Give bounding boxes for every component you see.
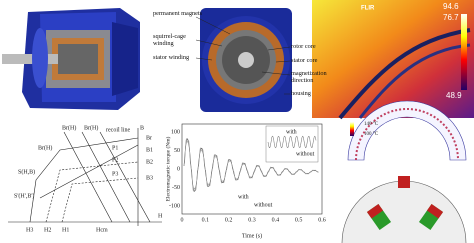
x-tick-label: 0.5: [295, 217, 303, 223]
x-tick-label: 0.4: [272, 217, 280, 223]
x-tick-label: 0.6: [318, 217, 326, 223]
y-tick-label: -100: [169, 203, 180, 209]
motor-cutaway-rect: [58, 44, 98, 74]
bh-diagram-line: [63, 131, 113, 223]
part-label: permanent magnets: [153, 10, 203, 17]
temp-legend: 140 °C: [364, 122, 379, 127]
motor-cross-section-g-line: [195, 57, 213, 61]
thermal-reading: 76.7: [443, 13, 459, 22]
thermal-reading: 48.9: [446, 91, 462, 100]
torque-wave-alt: [183, 138, 319, 193]
lamination-path: [347, 100, 467, 161]
point-label: S(H,B): [18, 168, 35, 175]
torque-plot-rect: [181, 123, 323, 215]
h-level: H1: [62, 227, 69, 233]
thermal-image: [312, 0, 474, 120]
lamination-path: [355, 108, 459, 161]
x-tick-label: 0.3: [248, 217, 256, 223]
h-level: H2: [44, 227, 51, 233]
torque-plot-g: 0 0.1 0.2 0.3 0.4 0.5 0.6: [181, 217, 326, 223]
legend-label: without: [254, 202, 273, 208]
thermal-image-rect: [312, 0, 474, 118]
y-tick-label: 50: [174, 148, 180, 154]
lamination-rect: [350, 122, 354, 136]
inset-wave: [267, 135, 317, 149]
motor-cutaway-rect: [2, 54, 58, 64]
legend-label: with: [286, 129, 297, 135]
torque-plot-g: 100 50 0 -50 -100: [169, 129, 180, 209]
point-label: P3: [112, 171, 118, 177]
thermal-image-path: [358, 43, 471, 119]
point-label: P1: [112, 145, 118, 151]
torque-plot: 0 0.1 0.2 0.3 0.4 0.5 0.6 100 50 0 -50 -100: [169, 123, 326, 223]
y-tick-label: -50: [172, 185, 180, 191]
axis-label: H: [158, 213, 163, 219]
point-label: S'(H',B'): [14, 192, 34, 199]
thermal-reading: 94.6: [443, 2, 459, 11]
part-label: squirrel-cage winding: [153, 33, 186, 47]
x-tick-label: 0: [181, 217, 184, 223]
motor-cross-section-g-line: [267, 46, 291, 51]
motor-cross-section-g-line: [195, 16, 231, 35]
bh-diagram-line: [39, 144, 139, 199]
motor-cross-section-circle: [238, 52, 254, 68]
part-label: magnetization direction: [291, 70, 327, 84]
b-level: B3: [146, 175, 153, 181]
part-label: housing: [291, 90, 311, 97]
legend-label: with: [238, 194, 249, 200]
y-axis-label: Electromagnetic torque (Nm): [164, 136, 171, 201]
y-tick-label: 0: [177, 166, 180, 172]
x-tick-label: 0.2: [225, 217, 233, 223]
x-axis-label: Time (s): [242, 232, 262, 239]
b-level: Br: [146, 135, 152, 141]
motor-cross-section-g-line: [261, 71, 291, 76]
motor-cross-section: [195, 8, 292, 112]
curve-label: Br(H): [62, 124, 76, 131]
motor-cross-section-g-line: [275, 60, 291, 63]
point-label: P2: [112, 157, 118, 163]
torque-plot-rect: [265, 125, 319, 163]
curve-label: Br(H): [38, 144, 52, 151]
temp-legend: 100 °C: [364, 132, 379, 137]
bh-diagram-path: [45, 161, 139, 223]
motor-cutaway: [0, 0, 150, 118]
motor-cross-section-g-line: [195, 39, 223, 47]
thermal-image-rect: [461, 14, 467, 90]
recoil-label: recoil line: [106, 127, 130, 133]
y-tick-label: 100: [171, 129, 180, 135]
bh-diagram-path: [61, 177, 139, 223]
h-level: Hcm: [96, 227, 108, 233]
lamination-rect: [366, 203, 384, 219]
thermal-image-path: [338, 28, 471, 120]
bh-diagram-line: [81, 131, 131, 223]
x-tick-label: 0.1: [202, 217, 210, 223]
bh-diagram: [8, 128, 162, 226]
bh-diagram-path: [29, 137, 139, 223]
lamination: [341, 100, 467, 243]
part-label: rotor core: [291, 43, 316, 50]
legend-label: without: [296, 151, 315, 157]
motor-cross-section-g: [195, 16, 291, 95]
b-level: B1: [146, 147, 153, 153]
part-label: stator core: [291, 57, 318, 64]
bh-diagram-line: [99, 131, 151, 223]
lamination-path: [341, 180, 467, 243]
lamination-rect: [398, 176, 410, 188]
lamination-rect: [426, 203, 444, 219]
thermal-brand: FLIR: [361, 6, 375, 12]
motor-cutaway-path: [112, 22, 138, 96]
h-level: H3: [26, 227, 33, 233]
motor-cutaway-ellipse: [32, 28, 48, 88]
part-label: stator winding: [153, 54, 190, 61]
curve-label: Br(H): [84, 124, 98, 131]
axis-label: B: [140, 125, 144, 131]
b-level: B2: [146, 159, 153, 165]
